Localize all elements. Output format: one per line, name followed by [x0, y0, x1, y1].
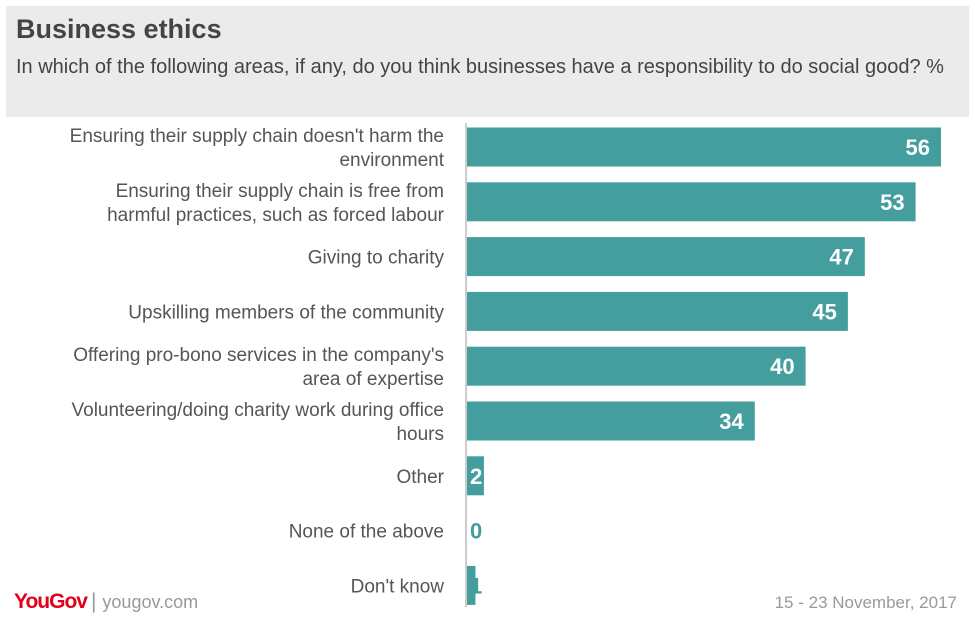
- bar: [467, 401, 755, 441]
- category-label: None of the above: [289, 522, 444, 543]
- category-label: Giving to charity: [308, 248, 445, 269]
- category-label: Ensuring their supply chain doesn't harm…: [70, 126, 444, 147]
- bar: [467, 182, 916, 222]
- category-label: Ensuring their supply chain is free from: [116, 181, 444, 202]
- value-label: 53: [880, 190, 904, 215]
- bar: [467, 456, 484, 496]
- chart-subtitle: In which of the following areas, if any,…: [16, 56, 944, 78]
- value-label: 0: [470, 519, 482, 544]
- brand-name: YouGov: [14, 590, 88, 613]
- bar: [467, 237, 865, 277]
- value-label: 2: [470, 464, 482, 489]
- category-label: Offering pro-bono services in the compan…: [73, 345, 444, 366]
- category-label: Don't know: [351, 576, 445, 597]
- chart-header: Business ethics In which of the followin…: [6, 6, 969, 117]
- category-label: hours: [396, 424, 444, 445]
- category-label: environment: [339, 150, 444, 171]
- yougov-logo: YouGov | yougov.com: [14, 590, 198, 614]
- value-label: 56: [906, 135, 930, 160]
- category-label: harmful practices, such as forced labour: [107, 205, 445, 226]
- bar: [467, 565, 476, 605]
- chart-title: Business ethics: [16, 14, 222, 44]
- bar: [467, 127, 941, 167]
- bar: [467, 346, 806, 386]
- category-label: Other: [396, 467, 444, 488]
- fieldwork-date: 15 - 23 November, 2017: [774, 593, 957, 612]
- category-label: Upskilling members of the community: [128, 302, 444, 323]
- value-label: 45: [812, 299, 836, 324]
- website-link[interactable]: yougov.com: [102, 592, 199, 612]
- logo-separator: |: [90, 590, 97, 613]
- bar: [467, 291, 848, 331]
- value-label: 47: [829, 245, 853, 270]
- value-label: 34: [719, 409, 744, 434]
- category-label: area of expertise: [302, 369, 444, 390]
- category-label: Volunteering/doing charity work during o…: [72, 400, 445, 421]
- value-label: 1: [470, 573, 482, 598]
- value-label: 40: [770, 354, 794, 379]
